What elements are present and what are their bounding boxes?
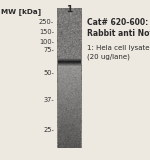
Text: 1: Hela cell lysate: 1: Hela cell lysate	[87, 45, 150, 51]
Text: Cat# 620-600:: Cat# 620-600:	[87, 18, 148, 27]
Bar	[57, 8, 82, 148]
Text: 50-: 50-	[43, 70, 54, 76]
Text: 75-: 75-	[43, 47, 54, 53]
Text: 100-: 100-	[39, 39, 54, 45]
Text: MW [kDa]: MW [kDa]	[1, 8, 41, 15]
Text: (20 ug/lane): (20 ug/lane)	[87, 54, 130, 60]
Text: 37-: 37-	[43, 97, 54, 103]
Text: 250-: 250-	[39, 19, 54, 25]
Text: Rabbit anti Notch 1: Rabbit anti Notch 1	[87, 29, 150, 38]
Text: 1: 1	[66, 5, 72, 14]
Text: 25-: 25-	[43, 127, 54, 133]
Text: 150-: 150-	[39, 29, 54, 35]
